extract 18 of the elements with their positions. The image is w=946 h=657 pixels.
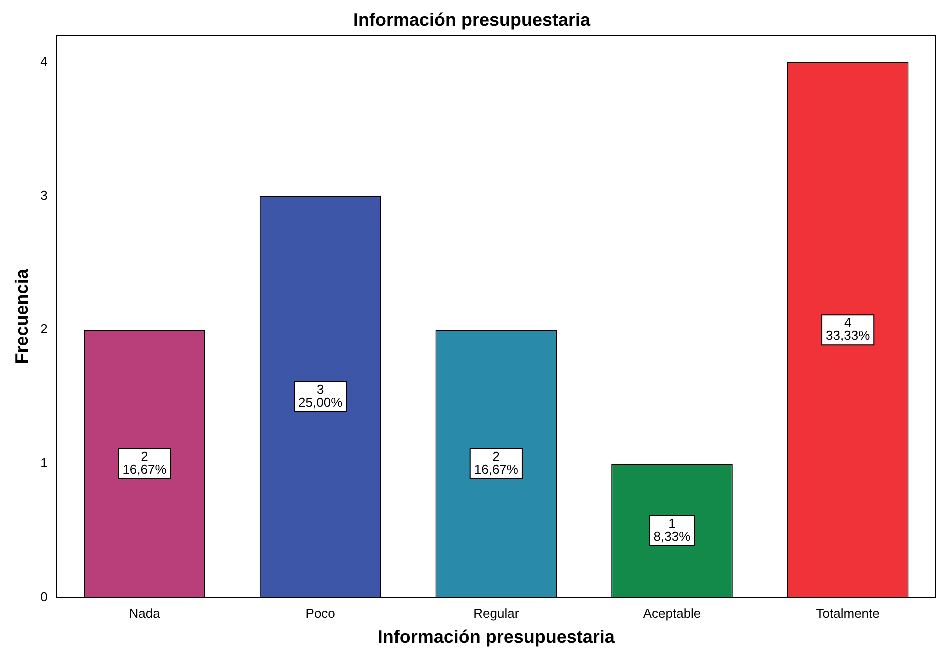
y-tick-label: 2 <box>40 322 48 337</box>
x-tick-label: Poco <box>306 606 336 622</box>
x-tick-label: Nada <box>129 606 162 622</box>
x-tick-label: Aceptable <box>643 606 702 622</box>
data-label: 3 25,00% <box>298 382 344 410</box>
y-tick-label: 4 <box>40 54 48 69</box>
x-tick-label: Totalmente <box>816 606 880 622</box>
data-label: 4 33,33% <box>826 315 871 344</box>
x-axis-title: Información presupuestaria <box>378 627 616 648</box>
x-tick-label: Regular <box>474 606 520 622</box>
y-axis-title: Frecuencia <box>12 268 32 364</box>
y-tick-label: 3 <box>40 188 48 203</box>
data-label: 2 16,67% <box>474 449 519 478</box>
y-tick-label: 0 <box>40 589 48 604</box>
data-label: 2 16,67% <box>122 449 168 478</box>
y-tick-label: 1 <box>40 456 48 471</box>
data-label: 1 8,33% <box>654 516 692 544</box>
chart-title: Información presupuestaria <box>353 10 592 30</box>
